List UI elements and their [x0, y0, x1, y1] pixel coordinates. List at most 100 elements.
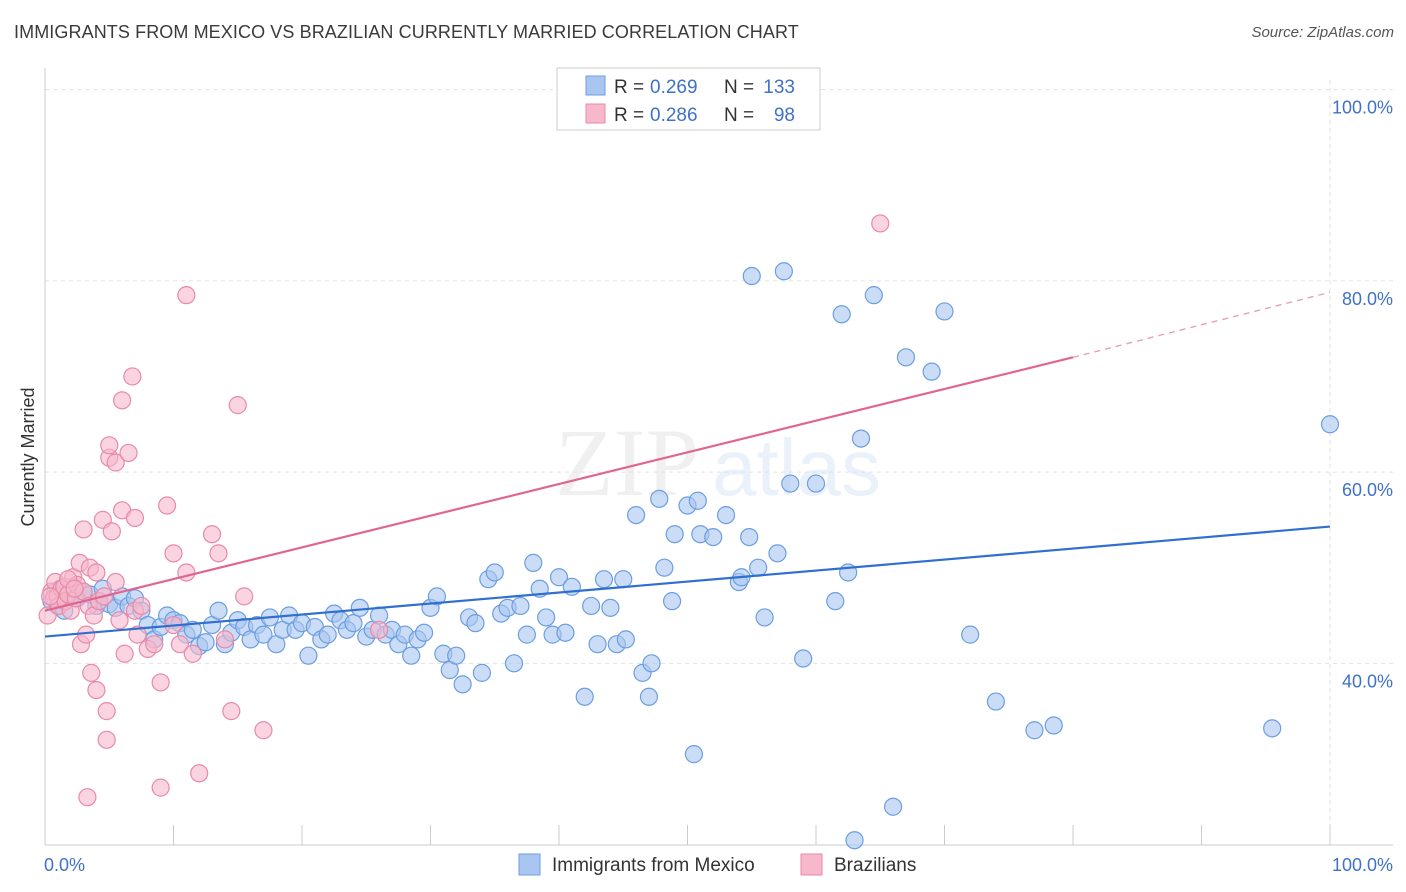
point-brazilians	[183, 644, 202, 663]
point-brazilians	[123, 367, 142, 386]
legend-n-brazilians: 98	[774, 105, 795, 126]
bottom-legend-brazilians: Brazilians	[834, 855, 916, 876]
point-mexico	[318, 625, 337, 644]
point-brazilians	[235, 587, 254, 606]
point-mexico	[826, 592, 845, 611]
point-mexico	[642, 654, 661, 673]
point-mexico	[414, 623, 434, 642]
point-brazilians	[177, 286, 196, 305]
point-mexico	[1320, 415, 1340, 434]
point-brazilians	[119, 443, 138, 463]
point-mexico	[832, 305, 851, 324]
legend-r-mexico: 0.269	[650, 77, 698, 98]
point-brazilians	[112, 391, 132, 410]
point-mexico	[575, 687, 594, 706]
series-mexico-points	[42, 262, 1340, 850]
point-mexico	[742, 266, 761, 286]
legend-r-brazilians: 0.286	[650, 105, 698, 126]
point-mexico	[845, 831, 864, 850]
point-mexico	[749, 558, 768, 577]
point-brazilians	[125, 508, 145, 528]
watermark: ZIP atlas	[555, 409, 881, 516]
point-mexico	[665, 525, 684, 544]
point-brazilians	[74, 520, 93, 539]
point-mexico	[806, 474, 826, 493]
point-mexico	[1263, 719, 1282, 738]
point-mexico	[639, 687, 659, 706]
point-mexico	[344, 614, 363, 633]
bottom-legend-mexico: Immigrants from Mexico	[552, 855, 755, 876]
y-tick-label: 80.0%	[1342, 289, 1393, 309]
point-brazilians	[115, 644, 134, 663]
legend: R = 0.269 N = 133 R = 0.286 N = 98	[556, 67, 821, 131]
point-mexico	[688, 491, 707, 510]
bottom-legend-swatch-brazilians	[800, 853, 823, 876]
y-tick-label: 60.0%	[1342, 480, 1393, 500]
legend-n-label-mexico: N =	[724, 77, 754, 98]
x-tick-labels: 0.0% 100.0%	[44, 855, 1393, 875]
point-brazilians	[164, 544, 183, 563]
source-label: Source: ZipAtlas.com	[1251, 24, 1394, 41]
point-mexico	[774, 262, 793, 281]
point-mexico	[896, 348, 916, 367]
point-mexico	[427, 587, 447, 606]
point-brazilians	[87, 563, 106, 582]
legend-n-mexico: 133	[763, 77, 795, 98]
trend-lines	[44, 291, 1331, 638]
point-brazilians	[41, 587, 60, 606]
point-mexico	[961, 625, 980, 644]
watermark-zip: ZIP	[555, 409, 699, 516]
y-tick-label: 100.0%	[1332, 98, 1393, 118]
point-mexico	[556, 623, 575, 642]
legend-r-label-mexico: R =	[614, 77, 644, 98]
point-brazilians	[106, 572, 125, 592]
point-brazilians	[228, 396, 247, 415]
point-brazilians	[209, 544, 228, 563]
point-mexico	[851, 429, 871, 448]
point-mexico	[466, 614, 485, 633]
point-mexico	[794, 649, 813, 668]
point-mexico	[650, 489, 669, 508]
point-mexico	[716, 505, 736, 525]
point-mexico	[655, 558, 674, 577]
point-brazilians	[202, 525, 222, 544]
point-brazilians	[102, 522, 121, 541]
point-mexico	[1044, 716, 1063, 735]
point-mexico	[704, 527, 723, 547]
point-mexico	[768, 544, 787, 563]
grid-lines	[45, 80, 1393, 845]
point-brazilians	[97, 702, 116, 721]
point-brazilians	[100, 436, 119, 455]
point-brazilians	[110, 611, 129, 630]
point-brazilians	[871, 214, 890, 233]
legend-swatch-mexico	[585, 75, 606, 96]
point-mexico	[350, 598, 369, 617]
point-mexico	[588, 635, 607, 654]
point-brazilians	[128, 625, 147, 644]
legend-r-label-brazilians: R =	[614, 105, 644, 126]
point-mexico	[537, 608, 556, 627]
point-mexico	[986, 692, 1006, 711]
legend-n-label-brazilians: N =	[724, 105, 754, 126]
point-brazilians	[370, 620, 389, 639]
point-mexico	[616, 630, 635, 649]
point-mexico	[209, 601, 228, 620]
point-brazilians	[151, 673, 170, 692]
chart-title: IMMIGRANTS FROM MEXICO VS BRAZILIAN CURR…	[14, 22, 799, 42]
point-brazilians	[132, 596, 151, 616]
y-tick-labels: 40.0% 60.0% 80.0% 100.0%	[1332, 98, 1393, 692]
y-tick-label: 40.0%	[1342, 671, 1393, 691]
point-mexico	[864, 286, 883, 305]
x-tick-label: 0.0%	[44, 855, 85, 875]
point-mexico	[883, 797, 903, 816]
point-mexico	[511, 596, 530, 616]
point-mexico	[183, 620, 202, 639]
point-brazilians	[145, 635, 164, 654]
point-brazilians	[106, 453, 125, 472]
point-mexico	[517, 625, 536, 644]
bottom-legend-swatch-mexico	[518, 853, 541, 876]
point-brazilians	[65, 579, 84, 598]
trend-mexico	[44, 525, 1331, 638]
point-mexico	[922, 362, 941, 381]
